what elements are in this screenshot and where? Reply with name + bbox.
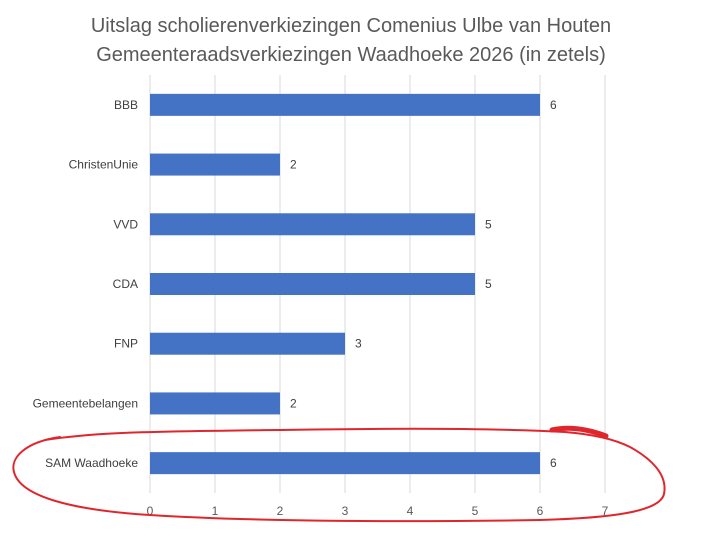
category-label: Gemeentebelangen xyxy=(33,396,138,410)
x-tick-label: 3 xyxy=(342,504,349,518)
category-label: FNP xyxy=(114,337,138,351)
chart-subtitle: Gemeenteraadsverkiezingen Waadhoeke 2026… xyxy=(96,44,606,66)
category-label: BBB xyxy=(114,98,138,112)
bar xyxy=(150,93,540,116)
data-labels: 6 2 5 5 3 2 6 xyxy=(290,98,557,470)
chart-title: Uitslag scholierenverkiezingen Comenius … xyxy=(91,15,611,37)
x-axis-tick-labels: 0 1 2 3 4 5 6 7 xyxy=(147,504,609,518)
bar xyxy=(150,392,280,415)
highlight-ellipse xyxy=(12,427,666,523)
bar xyxy=(150,213,475,236)
data-label: 2 xyxy=(290,396,297,410)
category-label: CDA xyxy=(113,277,138,291)
data-label: 3 xyxy=(355,337,362,351)
bar xyxy=(150,153,280,176)
data-label: 6 xyxy=(550,98,557,112)
highlight-mark xyxy=(549,425,609,439)
bars xyxy=(150,93,540,475)
x-tick-label: 7 xyxy=(602,504,609,518)
category-label: SAM Waadhoeke xyxy=(45,456,138,470)
x-tick-label: 1 xyxy=(212,504,219,518)
category-label: ChristenUnie xyxy=(69,158,139,172)
category-labels: BBB ChristenUnie VVD CDA FNP Gemeentebelangen… xyxy=(33,98,139,470)
data-label: 5 xyxy=(485,217,492,231)
bar xyxy=(150,452,540,475)
bar xyxy=(150,332,345,355)
x-tick-label: 6 xyxy=(537,504,544,518)
highlight-annotation xyxy=(12,425,666,523)
data-label: 2 xyxy=(290,158,297,172)
data-label: 6 xyxy=(550,456,557,470)
x-tick-label: 2 xyxy=(277,504,284,518)
category-label: VVD xyxy=(113,217,138,231)
x-tick-label: 5 xyxy=(472,504,479,518)
x-tick-label: 4 xyxy=(407,504,414,518)
x-tick-label: 0 xyxy=(147,504,154,518)
data-label: 5 xyxy=(485,277,492,291)
bar xyxy=(150,273,475,295)
